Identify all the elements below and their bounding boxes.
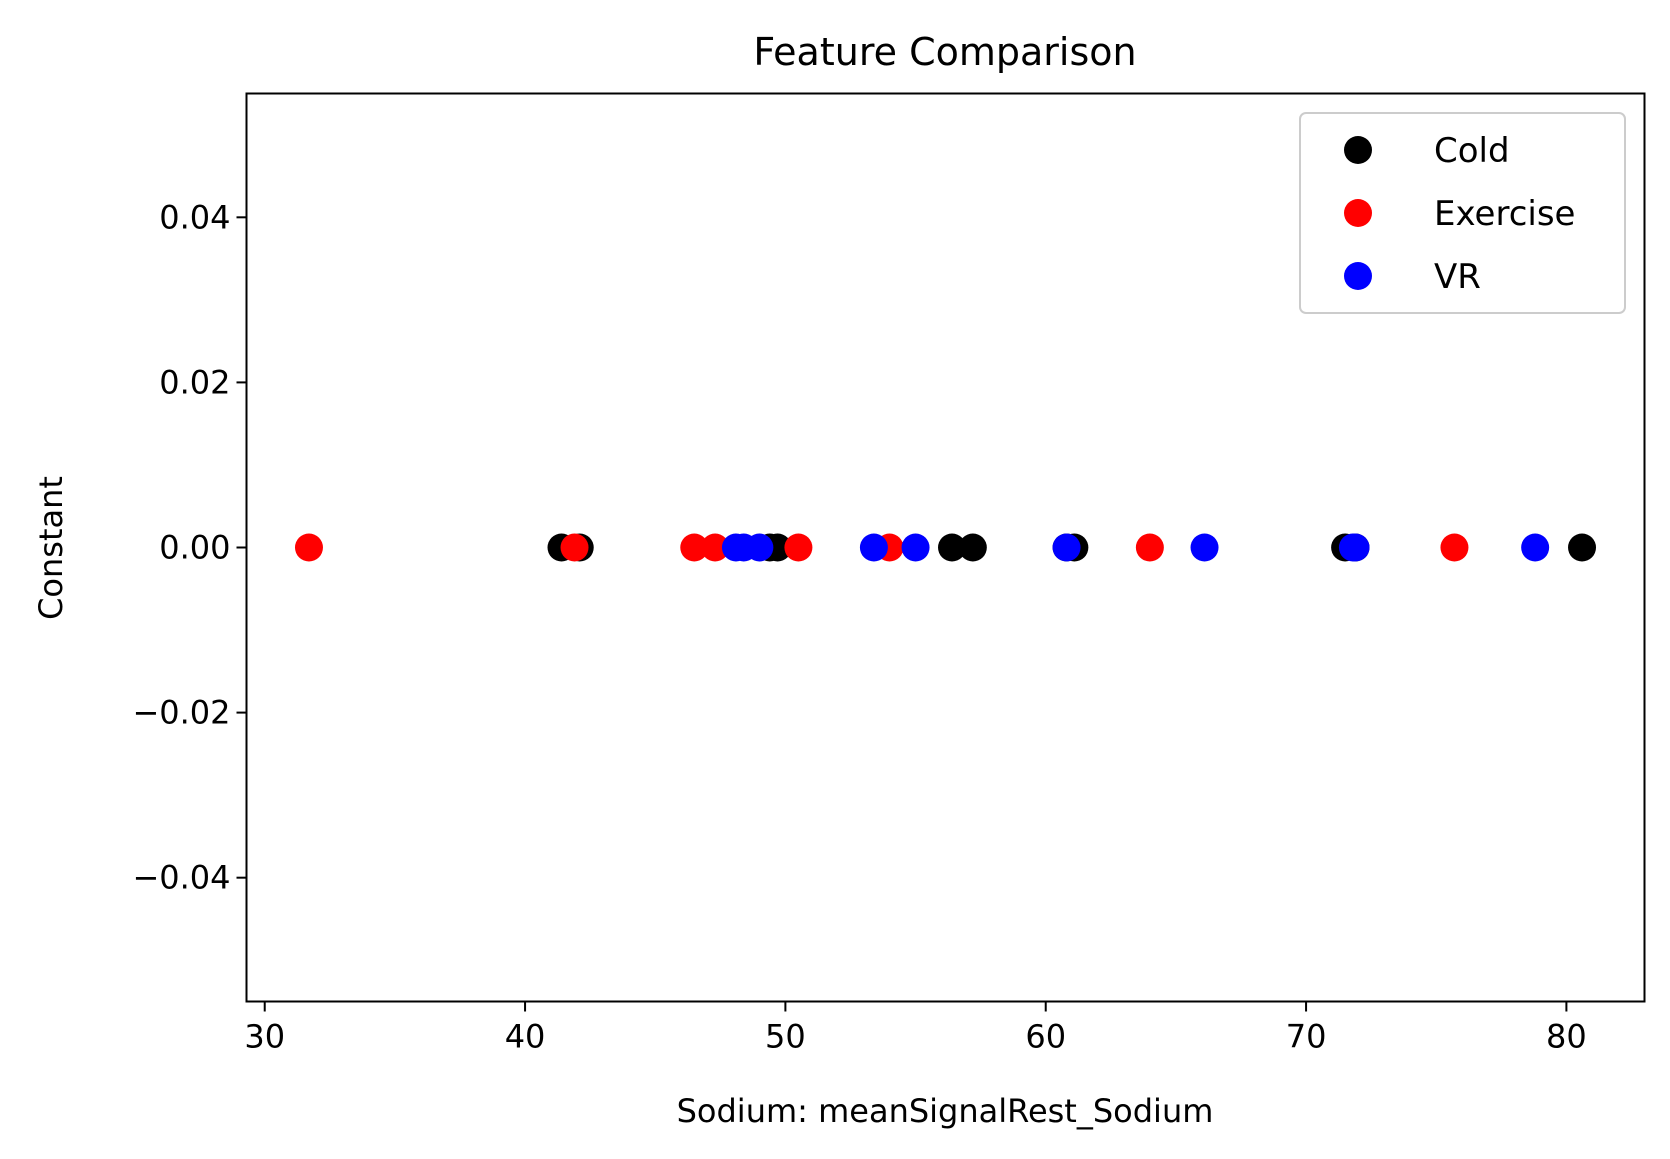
data-point-vr [1521,533,1550,562]
legend-marker-cold [1344,136,1372,164]
legend-marker-vr [1344,262,1372,290]
data-point-cold [1568,533,1597,562]
y-tick-label: −0.02 [132,694,230,732]
y-tick-label: 0.02 [159,363,230,401]
data-point-exercise [784,533,813,562]
legend-label-exercise: Exercise [1434,194,1575,234]
data-point-cold [958,533,987,562]
x-tick-label: 70 [1286,1018,1327,1056]
y-tick-label: 0.00 [159,529,230,567]
data-point-vr [859,533,888,562]
legend-marker-exercise [1344,199,1372,227]
data-point-exercise [294,533,323,562]
y-axis-label: Constant [32,476,70,620]
data-point-exercise [680,533,709,562]
y-tick-label: 0.04 [159,198,230,236]
data-point-vr [1190,533,1219,562]
legend-box [1299,112,1626,314]
legend: Cold Exercise VR [1299,112,1626,314]
legend-label-vr: VR [1434,257,1481,297]
y-axis: 0.04 0.02 0.00 −0.02 −0.04 [132,198,247,897]
x-axis-label: Sodium: meanSignalRest_Sodium [677,1092,1214,1130]
data-point-exercise [560,533,589,562]
data-point-exercise [1135,533,1164,562]
data-point-exercise [1440,533,1469,562]
data-point-vr [901,533,930,562]
x-tick-label: 50 [765,1018,806,1056]
x-tick-label: 40 [505,1018,546,1056]
data-point-cold [938,533,967,562]
x-tick-label: 60 [1025,1018,1066,1056]
x-axis: 30 40 50 60 70 80 [244,1001,1587,1056]
chart-title: Feature Comparison [753,30,1136,74]
y-tick-label: −0.04 [132,859,230,897]
data-point-exercise [701,533,730,562]
x-tick-label: 30 [244,1018,285,1056]
data-points [294,533,1597,562]
data-point-vr [745,533,774,562]
legend-label-cold: Cold [1434,131,1510,171]
x-tick-label: 80 [1546,1018,1587,1056]
data-point-vr [1052,533,1081,562]
data-point-vr [1341,533,1370,562]
